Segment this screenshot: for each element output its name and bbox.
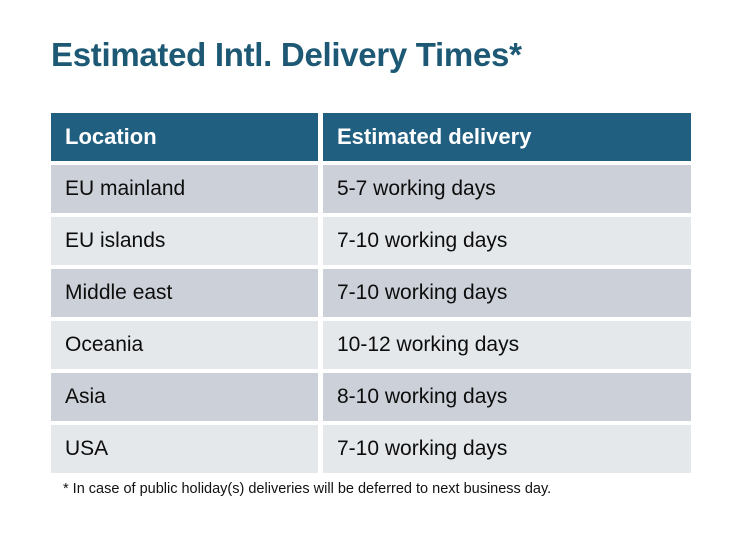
column-header-estimated-delivery: Estimated delivery xyxy=(323,113,691,161)
table-row: EU islands 7-10 working days xyxy=(51,217,691,265)
column-header-location: Location xyxy=(51,113,318,161)
cell-delivery: 5-7 working days xyxy=(323,165,691,213)
cell-location: Asia xyxy=(51,373,318,421)
cell-delivery: 7-10 working days xyxy=(323,425,691,473)
page-title: Estimated Intl. Delivery Times* xyxy=(51,36,522,73)
cell-location: EU mainland xyxy=(51,165,318,213)
cell-location: EU islands xyxy=(51,217,318,265)
cell-location: Oceania xyxy=(51,321,318,369)
cell-location: USA xyxy=(51,425,318,473)
cell-delivery: 7-10 working days xyxy=(323,269,691,317)
table-header-row: Location Estimated delivery xyxy=(51,113,691,161)
table-row: USA 7-10 working days xyxy=(51,425,691,473)
cell-delivery: 7-10 working days xyxy=(323,217,691,265)
footnote: * In case of public holiday(s) deliverie… xyxy=(63,481,552,497)
delivery-times-table: Location Estimated delivery EU mainland … xyxy=(51,113,691,473)
table-row: Asia 8-10 working days xyxy=(51,373,691,421)
table-row: EU mainland 5-7 working days xyxy=(51,165,691,213)
cell-delivery: 8-10 working days xyxy=(323,373,691,421)
cell-location: Middle east xyxy=(51,269,318,317)
table-row: Middle east 7-10 working days xyxy=(51,269,691,317)
table-row: Oceania 10-12 working days xyxy=(51,321,691,369)
cell-delivery: 10-12 working days xyxy=(323,321,691,369)
